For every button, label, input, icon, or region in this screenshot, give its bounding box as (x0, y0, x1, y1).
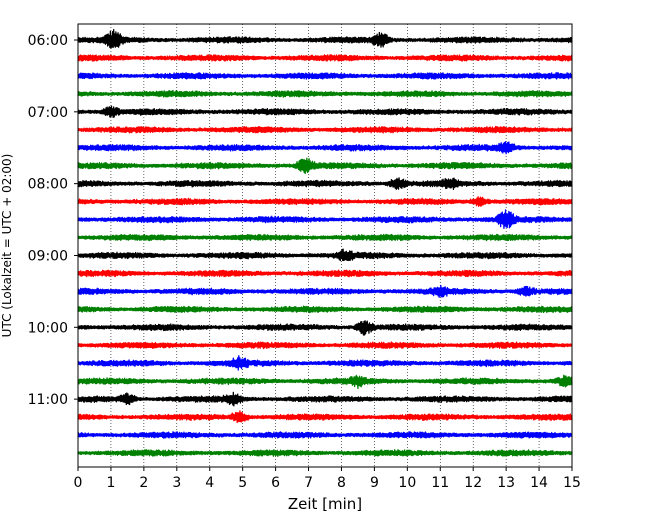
y-tick-label: 10:00 (28, 320, 68, 336)
x-tick-label: 6 (271, 475, 280, 491)
y-tick-label: 06:00 (28, 33, 68, 49)
seismic-trace (77, 72, 573, 80)
x-tick-label: 15 (563, 475, 581, 491)
vertical-grid (110, 24, 540, 467)
seismic-trace (77, 374, 573, 389)
seismic-trace (77, 449, 573, 457)
seismic-trace (77, 29, 573, 49)
y-tick-label: 07:00 (28, 105, 68, 121)
x-tick-label: 14 (530, 475, 548, 491)
seismic-trace (77, 431, 573, 439)
seismic-trace (77, 269, 573, 278)
x-tick-label: 7 (304, 475, 313, 491)
x-tick-label: 2 (139, 475, 148, 491)
seismic-trace (77, 341, 573, 350)
x-tick-label: 1 (106, 475, 115, 491)
seismic-trace (77, 177, 573, 190)
y-tick-label: 11:00 (28, 392, 68, 408)
seismic-trace (77, 320, 573, 336)
x-tick-label: 10 (398, 475, 416, 491)
x-tick-label: 12 (464, 475, 482, 491)
seismic-trace (77, 89, 573, 98)
seismic-trace (77, 305, 573, 314)
plot-frame (77, 23, 573, 468)
x-tick-label: 5 (238, 475, 247, 491)
x-tick-label: 13 (497, 475, 515, 491)
seismic-trace (77, 125, 573, 134)
x-tick-label: 9 (370, 475, 379, 491)
seismic-trace (77, 391, 573, 407)
x-tick-label: 8 (337, 475, 346, 491)
x-tick-label: 4 (205, 475, 214, 491)
seismic-trace (77, 141, 573, 155)
x-axis-label: Zeit [min] (288, 495, 362, 513)
seismic-trace (77, 410, 573, 424)
seismic-trace (77, 196, 573, 207)
x-tick-label: 11 (431, 475, 449, 491)
y-tick-label: 09:00 (28, 248, 68, 264)
seismic-trace (77, 209, 573, 230)
seismic-trace (77, 233, 573, 242)
y-axis-label: UTC (Lokalzeit = UTC + 02:00) (0, 154, 14, 338)
trace-group (77, 29, 573, 457)
y-tick-label: 08:00 (28, 177, 68, 193)
seismic-trace (77, 105, 573, 118)
seismic-trace (77, 248, 573, 262)
x-axis-ticks: 0 1 2 3 4 5 6 7 8 9 10 11 12 13 14 15 (74, 467, 581, 491)
seismic-trace (77, 284, 573, 298)
seismic-trace (77, 157, 573, 175)
x-tick-label: 0 (74, 475, 83, 491)
x-tick-label: 3 (172, 475, 181, 491)
seismic-trace (77, 54, 573, 62)
y-axis-ticks: 06:00 07:00 08:00 09:00 10:00 11:00 (28, 33, 78, 408)
seismic-trace (77, 355, 573, 371)
